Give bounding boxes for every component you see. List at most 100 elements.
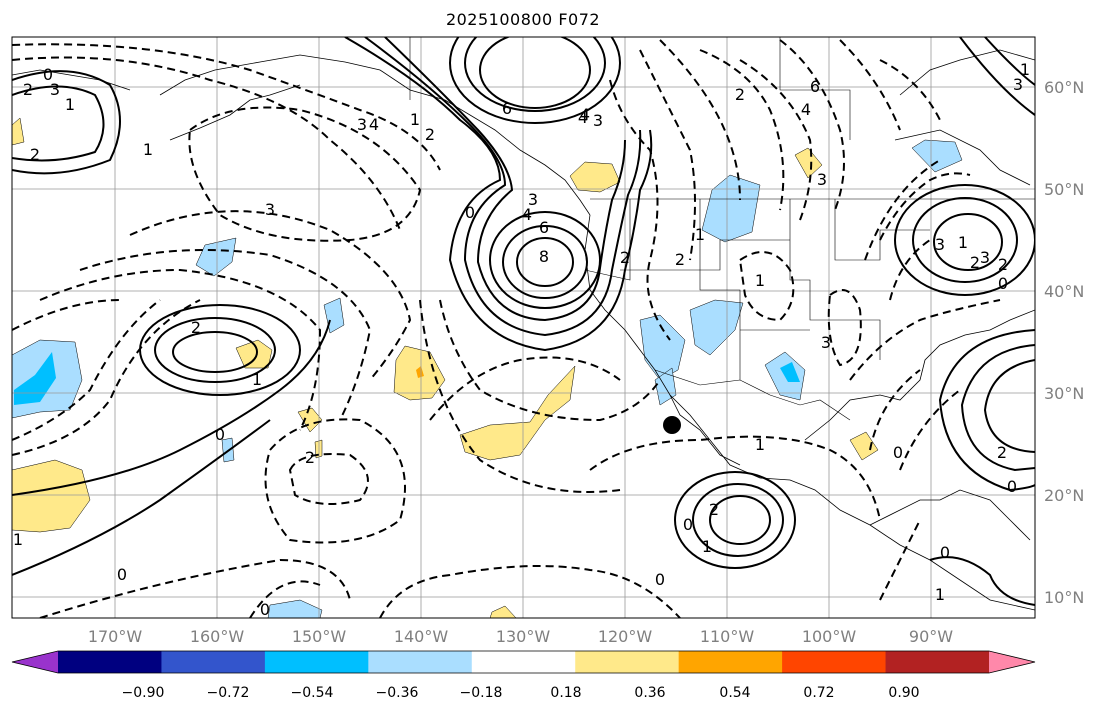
anomaly-fills <box>12 118 962 618</box>
storm-center-marker <box>663 416 681 434</box>
contour-label: 1 <box>695 225 705 244</box>
pos-fill <box>460 366 575 460</box>
colorbar-extend-min <box>12 651 58 673</box>
contour-label: 2 <box>709 500 719 519</box>
lon-label: 170°W <box>88 627 143 646</box>
contour-label: 1 <box>755 435 765 454</box>
colorbar-swatch <box>886 651 990 673</box>
pos-fill <box>12 460 90 532</box>
contour-label: 1 <box>755 271 765 290</box>
lon-label: 90°W <box>909 627 953 646</box>
contour-label: 1 <box>702 537 712 556</box>
contour-label: 0 <box>655 570 665 589</box>
colorbar-tick-label: −0.36 <box>376 685 419 701</box>
contour-label: 6 <box>810 77 820 96</box>
colorbar-tick-label: −0.90 <box>122 685 165 701</box>
lon-label: 140°W <box>394 627 449 646</box>
contour-label: 3 <box>817 170 827 189</box>
lat-label: 50°N <box>1044 180 1084 199</box>
colorbar-swatch <box>161 651 265 673</box>
neg-fill <box>268 600 322 618</box>
weather-map: 6 4 3 8 6 4 3 2 1 0 2 1 0 2 1 0 3 2 0 2 … <box>0 0 1105 712</box>
contour-label: 1 <box>935 585 945 604</box>
contour-label: 3 <box>821 333 831 352</box>
contour-label: 2 <box>675 250 685 269</box>
lat-label: 10°N <box>1044 588 1084 607</box>
lon-label: 130°W <box>496 627 551 646</box>
pos-fill <box>490 606 516 618</box>
colorbar-tick-label: 0.72 <box>803 685 834 701</box>
colorbar-tick-label: 0.18 <box>550 685 581 701</box>
pos-fill <box>570 162 620 192</box>
colorbar-tick-label: 0.90 <box>888 685 919 701</box>
contour-label: 2 <box>191 318 201 337</box>
contour-label: 6 <box>502 99 512 118</box>
lon-label: 160°W <box>190 627 245 646</box>
contour-label: 3 <box>528 190 538 209</box>
contour-label: 2 <box>997 443 1007 462</box>
contour-label: 0 <box>998 274 1008 293</box>
contour-label: 6 <box>539 218 549 237</box>
contour-label: 2 <box>735 85 745 104</box>
colorbar-tick-label: −0.54 <box>291 685 334 701</box>
lat-label: 20°N <box>1044 486 1084 505</box>
contour-label: 4 <box>801 100 811 119</box>
contour-label: 3 <box>593 111 603 130</box>
dashed-contours <box>12 40 1000 618</box>
contour-label: 2 <box>970 253 980 272</box>
lon-label: 100°W <box>802 627 857 646</box>
colorbar-swatch <box>575 651 679 673</box>
contour-label: 2 <box>425 125 435 144</box>
contour-label: 2 <box>30 145 40 164</box>
contour-label: 2 <box>305 448 315 467</box>
map-plot-area: 6 4 3 8 6 4 3 2 1 0 2 1 0 2 1 0 3 2 0 2 … <box>12 3 1035 619</box>
contour-label: 1 <box>65 95 75 114</box>
contour-labels: 6 4 3 8 6 4 3 2 1 0 2 1 0 2 1 0 3 2 0 2 … <box>13 60 1030 619</box>
lat-label: 60°N <box>1044 78 1084 97</box>
colorbar-tick-label: 0.54 <box>719 685 750 701</box>
colorbar-ticks: −0.90 −0.72 −0.54 −0.36 −0.18 0.18 0.36 … <box>122 685 920 701</box>
contour-label: 0 <box>940 543 950 562</box>
contour-label: 1 <box>143 140 153 159</box>
colorbar <box>12 651 1035 673</box>
contour-label: 2 <box>23 80 33 99</box>
colorbar-tick-label: −0.72 <box>207 685 250 701</box>
contour-label: 1 <box>958 233 968 252</box>
colorbar-extend-max <box>989 651 1035 673</box>
contour-label: 2 <box>620 248 630 267</box>
colorbar-swatch <box>472 651 576 673</box>
colorbar-swatch <box>58 651 162 673</box>
contour-label: 0 <box>893 443 903 462</box>
neg-fill <box>640 315 685 380</box>
contour-label: 3 <box>1013 75 1023 94</box>
contour-label: 1 <box>410 110 420 129</box>
graticule <box>12 37 1035 618</box>
contour-label: 3 <box>50 80 60 99</box>
colorbar-swatch <box>368 651 472 673</box>
contour-label: 2 <box>998 255 1008 274</box>
contour-label: 3 <box>265 200 275 219</box>
contour-label: 8 <box>539 247 549 266</box>
lon-label: 120°W <box>598 627 653 646</box>
contour-label: 0 <box>465 203 475 222</box>
lat-axis-labels: 60°N 50°N 40°N 30°N 20°N 10°N <box>1044 78 1084 607</box>
contour-label: 0 <box>117 565 127 584</box>
contour-label: 0 <box>683 515 693 534</box>
neg-fill <box>690 300 743 355</box>
contour-label: 4 <box>369 115 379 134</box>
colorbar-tick-label: −0.18 <box>460 685 503 701</box>
contour-label: 0 <box>260 600 270 619</box>
lon-label: 150°W <box>292 627 347 646</box>
lon-axis-labels: 170°W 160°W 150°W 140°W 130°W 120°W 110°… <box>88 627 953 646</box>
contour-label: 3 <box>357 115 367 134</box>
colorbar-tick-label: 0.36 <box>634 685 665 701</box>
contour-label: 1 <box>252 370 262 389</box>
contour-label: 1 <box>13 530 23 549</box>
colorbar-swatch <box>782 651 886 673</box>
pos-fill <box>12 118 24 145</box>
neg-fill <box>912 140 962 172</box>
lon-label: 110°W <box>700 627 755 646</box>
colorbar-swatch <box>265 651 369 673</box>
lat-label: 40°N <box>1044 282 1084 301</box>
neg-fill <box>702 175 760 242</box>
